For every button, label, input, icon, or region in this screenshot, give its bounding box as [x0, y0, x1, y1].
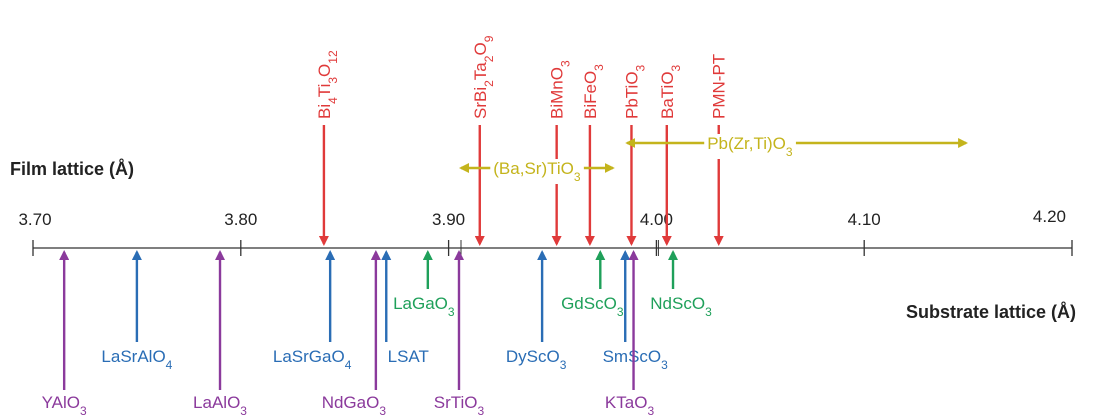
axis-tick-label: 3.90 [432, 210, 465, 229]
film-label-batio3: BaTiO3 [658, 64, 683, 119]
substrate-label-lagao3: LaGaO3 [393, 294, 455, 319]
range-label-bg [490, 159, 584, 184]
substrate-label-yalo3: YAlO3 [42, 393, 87, 416]
film-label-bimno3: BiMnO3 [548, 60, 573, 119]
film-label-bi4ti3o12: Bi4Ti3O12 [315, 50, 340, 119]
substrate-label-ndsco3: NdScO3 [650, 294, 712, 319]
substrate-label-smsco3: SmScO3 [603, 347, 669, 372]
range-label-pb-zrti-o3: Pb(Zr,Ti)O3 [707, 134, 793, 159]
film-label-srbi2ta2o9: SrBi2Ta2O9 [471, 35, 496, 119]
substrate-lattice-title: Substrate lattice (Å) [906, 302, 1076, 322]
substrate-label-lasrgao4: LaSrGaO4 [273, 347, 352, 372]
film-label-pbtio3: PbTiO3 [622, 64, 647, 119]
substrate-label-gdsco3: GdScO3 [561, 294, 624, 319]
range-label-basr-tio3: (Ba,Sr)TiO3 [493, 159, 581, 184]
film-label-bifeo3: BiFeO3 [581, 64, 606, 119]
substrate-label-lsat: LSAT [388, 347, 429, 366]
axis-tick-label: 3.70 [18, 210, 51, 229]
substrate-label-ndgao3: NdGaO3 [322, 393, 387, 416]
substrate-label-lasralo4: LaSrAlO4 [101, 347, 172, 372]
substrate-label-laalo3: LaAlO3 [193, 393, 247, 416]
film-label-pmn-pt: PMN-PT [710, 54, 729, 119]
axis-tick-label: 3.80 [224, 210, 257, 229]
film-lattice-title: Film lattice (Å) [10, 159, 134, 179]
axis-tick-label: 4.20 [1033, 207, 1066, 226]
axis-tick-label: 4.10 [848, 210, 881, 229]
range-label-bg [704, 134, 796, 159]
substrate-label-srtio3: SrTiO3 [434, 393, 485, 416]
substrate-label-ktao3: KTaO3 [605, 393, 655, 416]
axis-tick-label: 4.00 [640, 210, 673, 229]
substrate-label-dysco3: DyScO3 [506, 347, 567, 372]
